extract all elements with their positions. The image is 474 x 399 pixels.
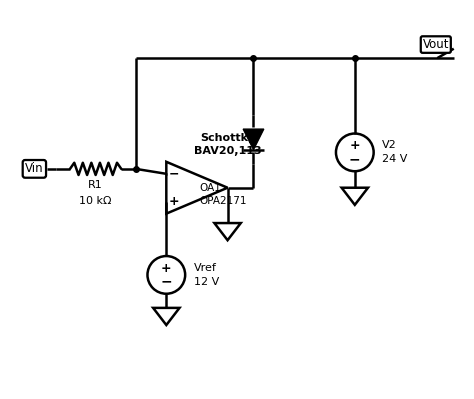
Text: R1: R1 [88, 180, 103, 190]
Text: Vout: Vout [422, 38, 449, 51]
Text: +: + [349, 139, 360, 152]
Text: 24 V: 24 V [382, 154, 408, 164]
Text: Schottky: Schottky [200, 133, 255, 143]
Text: 12 V: 12 V [194, 277, 219, 287]
Text: Vref: Vref [194, 263, 217, 273]
Text: OPA2171: OPA2171 [199, 196, 247, 206]
Text: +: + [169, 195, 179, 208]
Text: OA1: OA1 [199, 183, 221, 193]
Text: −: − [161, 275, 172, 288]
Text: 10 kΩ: 10 kΩ [79, 196, 112, 206]
Text: −: − [349, 152, 361, 166]
Text: −: − [169, 167, 179, 180]
Text: BAV20,113: BAV20,113 [194, 146, 261, 156]
Text: V2: V2 [382, 140, 397, 150]
Text: +: + [161, 262, 172, 275]
Text: Vin: Vin [25, 162, 44, 176]
Polygon shape [243, 129, 264, 150]
